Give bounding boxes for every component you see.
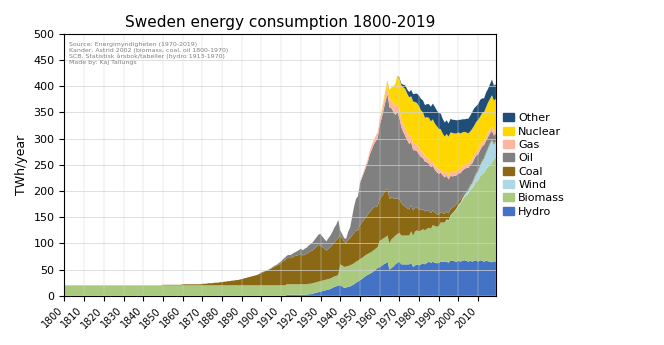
Text: Source: Energimyndigheten (1970-2019)
Kander, Astrid 2002 (biomass, coal, oil 18: Source: Energimyndigheten (1970-2019) Ka… (68, 42, 228, 65)
Legend: Other, Nuclear, Gas, Oil, Coal, Wind, Biomass, Hydro: Other, Nuclear, Gas, Oil, Coal, Wind, Bi… (498, 109, 569, 221)
Y-axis label: TWh/year: TWh/year (15, 135, 28, 195)
Title: Sweden energy consumption 1800-2019: Sweden energy consumption 1800-2019 (125, 15, 436, 30)
